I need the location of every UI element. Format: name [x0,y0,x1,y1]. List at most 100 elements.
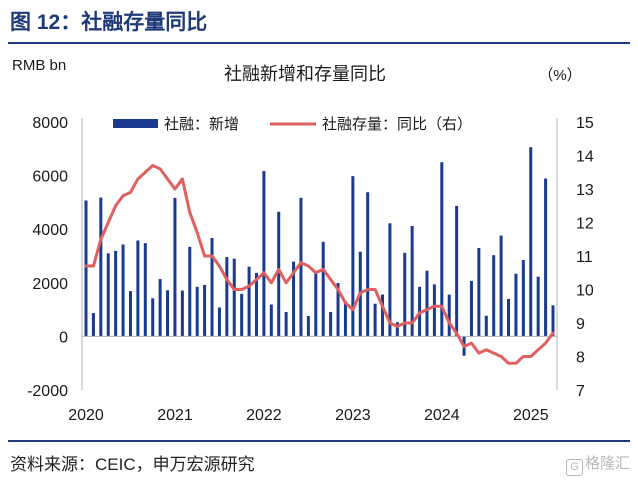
bar [128,291,132,337]
title-rule [8,42,630,44]
legend-bar-label: 社融：新增 [164,116,239,133]
y2-tick-label: 9 [576,316,585,333]
bar [381,294,385,337]
bar [143,243,147,337]
x-tick-label: 2022 [246,407,282,424]
y2-tick-label: 15 [576,115,594,132]
bar [455,205,459,337]
bar [477,247,481,337]
x-tick-label: 2020 [68,407,104,424]
bar [210,238,214,337]
y2-tick-label: 7 [576,383,585,400]
watermark: G 格隆汇 [565,452,630,476]
y-tick-label: -2000 [27,383,68,400]
bar [544,178,548,337]
bar [551,305,555,337]
line-series [84,164,555,365]
bar [262,171,266,337]
axes [81,118,558,390]
bar [91,313,95,337]
bar [492,255,496,337]
bar-series [84,147,555,356]
bar [366,192,370,337]
watermark-text: 格隆汇 [584,455,630,472]
bar [507,298,511,337]
chart: RMB bn 社融新增和存量同比 （%） 社融：新增 社融存量：同比（右） -2… [12,57,594,424]
bar [203,284,207,337]
x-tick-label: 2021 [157,407,193,424]
bar [351,176,355,337]
bar [136,240,140,337]
bar [373,303,377,337]
bar [343,301,347,337]
chart-title: 社融新增和存量同比 [224,64,386,84]
bar [499,235,503,337]
bar [329,312,333,337]
bar [403,252,407,337]
bar [158,279,162,337]
bar [529,147,533,337]
figure-title: 图 12：社融存量同比 [10,11,208,34]
bar [121,244,125,337]
bar [432,284,436,337]
bar [410,225,414,337]
bar [225,257,229,337]
bar [514,273,518,337]
tick-labels: -2000 0 2000 4000 6000 8000 7 8 9 10 11 12 13 14 15 202… [27,115,594,424]
y2-tick-label: 13 [576,182,594,199]
y-tick-label: 2000 [32,276,68,293]
bar [299,197,303,337]
bar [425,270,429,337]
bar [321,241,325,337]
y2-axis-label: （%） [538,67,581,84]
bar [247,266,251,337]
bar [536,276,540,337]
y2-tick-label: 8 [576,350,585,367]
y-tick-label: 0 [59,329,68,346]
y2-tick-label: 14 [576,149,594,166]
bar [314,271,318,337]
y2-tick-label: 11 [576,249,593,266]
bar [469,280,473,337]
bar [99,197,103,337]
bar [173,197,177,337]
legend: 社融：新增 社融存量：同比（右） [113,116,472,133]
bar [447,294,451,337]
bar [232,258,236,337]
bar [254,272,258,337]
y-tick-label: 6000 [32,169,68,186]
y2-tick-label: 10 [576,283,594,300]
watermark-logo-icon: G [565,459,583,476]
legend-bar-swatch [113,119,158,128]
x-tick-label: 2023 [335,407,371,424]
bar [284,312,288,337]
yoy-line [84,164,555,365]
bar [336,283,340,337]
bar [106,253,110,337]
bar [151,298,155,337]
y-axis-label: RMB bn [12,57,66,74]
bar [180,290,184,337]
source-note: 资料来源：CEIC，申万宏源研究 [10,455,255,474]
bar [306,316,310,337]
bar [84,200,88,337]
bar [521,260,525,337]
bar [114,250,118,337]
bar [217,307,221,337]
legend-line-label: 社融存量：同比（右） [322,116,472,133]
y2-tick-label: 12 [576,216,594,233]
bar [195,286,199,337]
bar [440,162,444,337]
bar [269,304,273,337]
bar [395,322,399,337]
bar [188,246,192,337]
bar [292,261,296,337]
bar [388,223,392,337]
y-tick-label: 4000 [32,222,68,239]
source-rule [8,440,630,442]
y-tick-label: 8000 [32,115,68,132]
bar [240,293,244,337]
bar [484,315,488,337]
x-tick-label: 2024 [424,407,460,424]
bar [277,211,281,337]
